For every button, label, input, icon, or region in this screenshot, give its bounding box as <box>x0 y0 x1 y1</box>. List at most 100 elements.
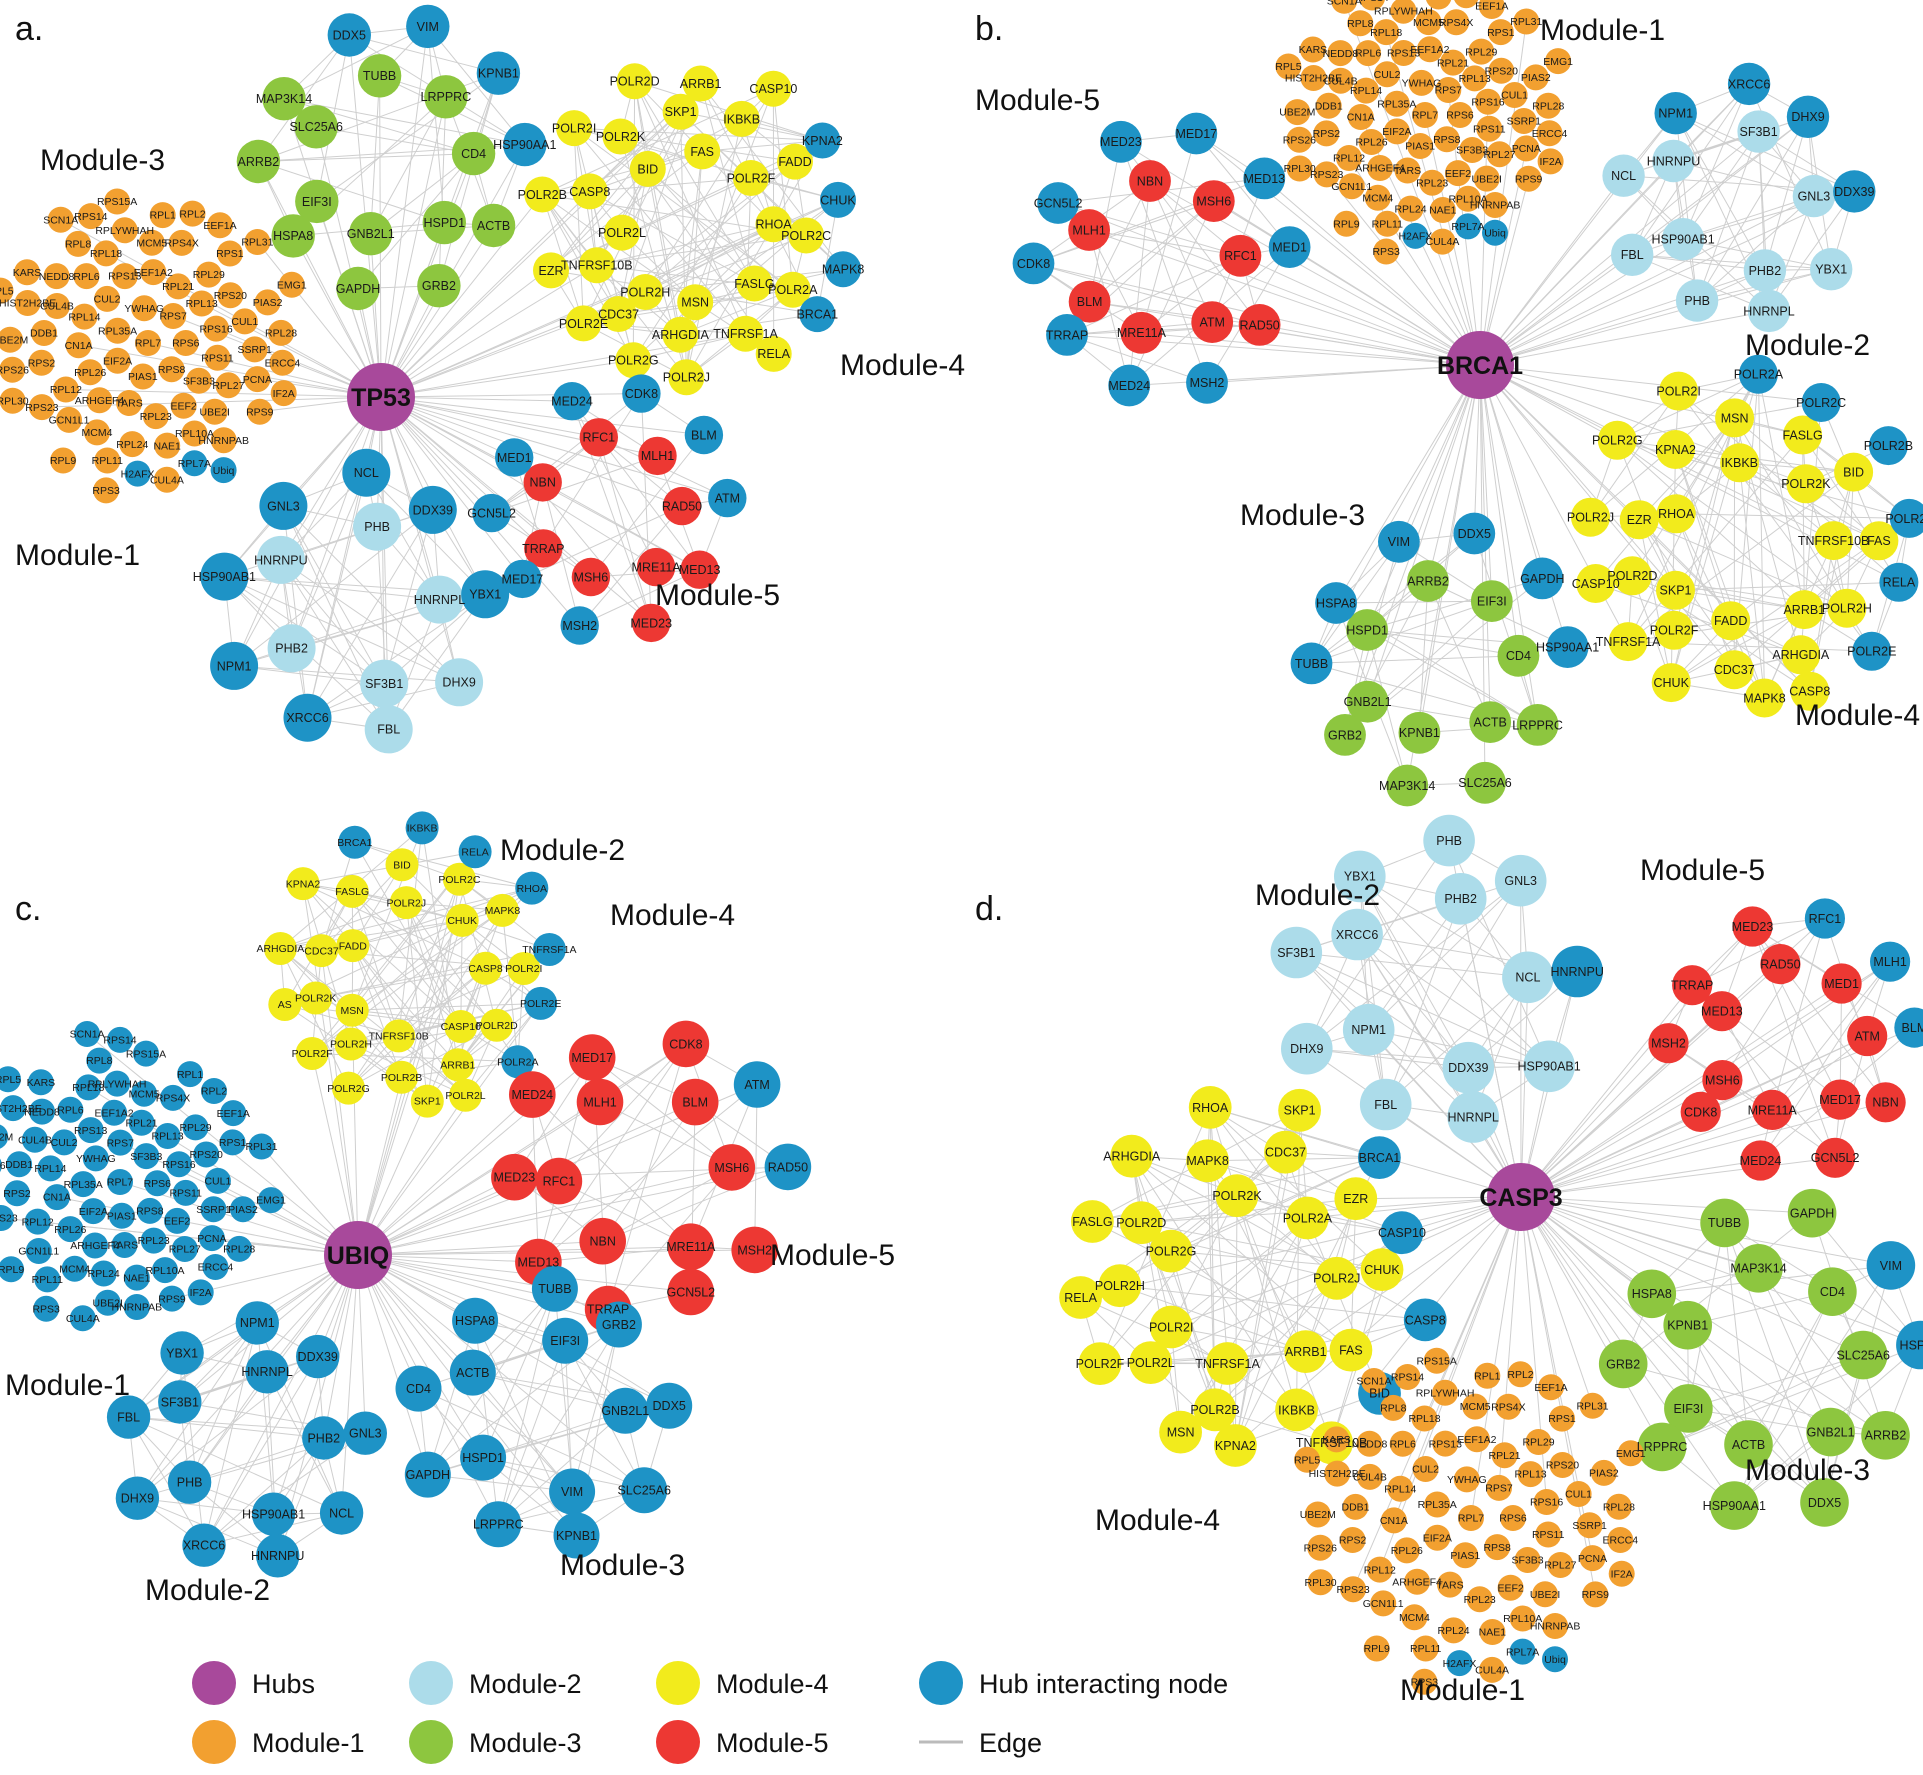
svg-text:RPL12: RPL12 <box>1333 153 1365 165</box>
svg-text:PHB: PHB <box>177 1476 203 1490</box>
svg-text:NBN: NBN <box>589 1235 615 1249</box>
svg-text:RPL26: RPL26 <box>74 367 106 379</box>
svg-text:MSN: MSN <box>681 296 709 310</box>
svg-text:DDX39: DDX39 <box>413 503 453 517</box>
svg-text:EIF3I: EIF3I <box>302 195 332 209</box>
svg-text:CASP10: CASP10 <box>1378 1226 1426 1240</box>
svg-text:MCM4: MCM4 <box>1399 1612 1430 1624</box>
svg-text:RPS14: RPS14 <box>103 1035 136 1047</box>
svg-text:SF3B3: SF3B3 <box>130 1151 162 1163</box>
svg-text:SF3B3: SF3B3 <box>183 375 215 387</box>
svg-text:CHUK: CHUK <box>447 915 477 927</box>
svg-text:MLH1: MLH1 <box>1072 223 1105 237</box>
svg-text:RPL8: RPL8 <box>1380 1403 1406 1415</box>
svg-text:RPL1: RPL1 <box>1425 0 1451 3</box>
svg-text:RHOA: RHOA <box>1192 1101 1229 1115</box>
svg-text:EIF2A: EIF2A <box>1423 1532 1452 1544</box>
svg-text:CDC37: CDC37 <box>304 945 339 957</box>
svg-text:HNRNPU: HNRNPU <box>251 1549 304 1563</box>
svg-text:EEF1A: EEF1A <box>217 1108 250 1120</box>
svg-text:Module-5: Module-5 <box>655 579 780 612</box>
svg-text:ATM: ATM <box>744 1078 769 1092</box>
svg-text:PHB: PHB <box>1436 834 1462 848</box>
svg-text:RPL26: RPL26 <box>1391 1545 1423 1557</box>
svg-text:CUL4A: CUL4A <box>66 1313 100 1325</box>
svg-text:POLR2J: POLR2J <box>1313 1272 1360 1286</box>
svg-text:GAPDH: GAPDH <box>1790 1207 1834 1221</box>
svg-text:POLR2L: POLR2L <box>445 1090 485 1102</box>
svg-text:RPL27: RPL27 <box>169 1244 201 1256</box>
svg-text:CASP10: CASP10 <box>749 82 797 96</box>
svg-text:ACTB: ACTB <box>1732 1438 1765 1452</box>
svg-text:RPL11: RPL11 <box>92 455 123 467</box>
svg-text:TP53: TP53 <box>351 384 411 412</box>
svg-text:Ubiq: Ubiq <box>1484 227 1506 239</box>
svg-text:RPL31: RPL31 <box>241 237 273 249</box>
svg-text:MLH1: MLH1 <box>1873 955 1906 969</box>
svg-text:CASP3: CASP3 <box>1479 1184 1562 1212</box>
svg-text:NCL: NCL <box>354 466 379 480</box>
svg-text:EEF1A2: EEF1A2 <box>134 267 173 279</box>
svg-text:RPL24: RPL24 <box>88 1268 120 1280</box>
svg-text:PCNA: PCNA <box>197 1233 226 1245</box>
svg-text:MLH1: MLH1 <box>583 1095 616 1109</box>
svg-text:MCM4: MCM4 <box>59 1263 90 1275</box>
svg-text:RPS16: RPS16 <box>199 323 232 335</box>
svg-text:HSP90AB1: HSP90AB1 <box>242 1508 305 1522</box>
svg-text:MED23: MED23 <box>494 1171 536 1185</box>
svg-text:GAPDH: GAPDH <box>336 282 380 296</box>
svg-text:RPL7A: RPL7A <box>1451 221 1484 233</box>
svg-text:HSPA8: HSPA8 <box>1316 596 1356 610</box>
svg-text:RPL35A: RPL35A <box>64 1179 103 1191</box>
svg-text:EIF2A: EIF2A <box>103 355 132 367</box>
svg-text:MED17: MED17 <box>1819 1093 1861 1107</box>
svg-text:CHUK: CHUK <box>1653 676 1689 690</box>
svg-text:HSP90AA1: HSP90AA1 <box>1536 641 1599 655</box>
svg-text:SKP1: SKP1 <box>665 105 697 119</box>
svg-text:XRCC6: XRCC6 <box>183 1539 225 1553</box>
svg-text:DDB1: DDB1 <box>1341 1502 1369 1514</box>
svg-text:GRB2: GRB2 <box>422 279 456 293</box>
svg-text:RPS7: RPS7 <box>107 1137 135 1149</box>
svg-text:PIAS1: PIAS1 <box>1450 1550 1480 1562</box>
svg-text:RPS2: RPS2 <box>1313 128 1341 140</box>
svg-text:SKP1: SKP1 <box>1284 1104 1316 1118</box>
svg-text:GCN1L1: GCN1L1 <box>49 415 90 427</box>
svg-text:RPS7: RPS7 <box>159 311 187 323</box>
svg-text:GCN1L1: GCN1L1 <box>1331 181 1372 193</box>
svg-text:RPL18: RPL18 <box>1408 1413 1440 1425</box>
svg-text:TNFRSF1A: TNFRSF1A <box>522 944 576 956</box>
svg-text:TNFRSF1A: TNFRSF1A <box>1596 635 1661 649</box>
svg-text:a.: a. <box>15 10 43 48</box>
svg-text:IKBKB: IKBKB <box>407 823 438 835</box>
svg-text:Module-4: Module-4 <box>1795 699 1920 732</box>
svg-text:RPS8: RPS8 <box>1483 1542 1511 1554</box>
svg-text:HSP90AA1: HSP90AA1 <box>493 138 556 152</box>
svg-text:RPL5: RPL5 <box>1294 1455 1320 1467</box>
svg-text:RPS20: RPS20 <box>1485 66 1518 78</box>
svg-text:Module-1: Module-1 <box>1400 1674 1525 1707</box>
svg-text:SF3B1: SF3B1 <box>365 677 403 691</box>
svg-text:ATM: ATM <box>715 492 740 506</box>
svg-text:RPLYWHAH: RPLYWHAH <box>95 225 154 237</box>
svg-text:RPS1: RPS1 <box>1548 1413 1576 1425</box>
svg-text:RPL7: RPL7 <box>107 1177 133 1189</box>
svg-text:BID: BID <box>637 162 658 176</box>
svg-text:UBE2M: UBE2M <box>1300 1509 1336 1521</box>
svg-text:POLR2F: POLR2F <box>1076 1357 1125 1371</box>
svg-text:TNFRSF1A: TNFRSF1A <box>713 327 778 341</box>
svg-text:SCN1A: SCN1A <box>70 1029 105 1041</box>
svg-text:NBN: NBN <box>529 476 555 490</box>
svg-text:BRCA1: BRCA1 <box>1437 352 1523 380</box>
svg-text:RPL21: RPL21 <box>162 281 194 293</box>
svg-text:RFC1: RFC1 <box>543 1175 576 1189</box>
svg-text:YWHAG: YWHAG <box>1447 1474 1487 1486</box>
svg-text:RPS1: RPS1 <box>219 1137 247 1149</box>
svg-text:NBN: NBN <box>1137 174 1163 188</box>
svg-text:POLR2I: POLR2I <box>552 122 596 136</box>
svg-text:YBX1: YBX1 <box>469 588 501 602</box>
svg-text:RPS15A: RPS15A <box>126 1048 166 1060</box>
svg-text:EIF2A: EIF2A <box>79 1206 108 1218</box>
svg-text:EZR: EZR <box>539 264 564 278</box>
svg-text:POLR2G: POLR2G <box>1592 434 1643 448</box>
